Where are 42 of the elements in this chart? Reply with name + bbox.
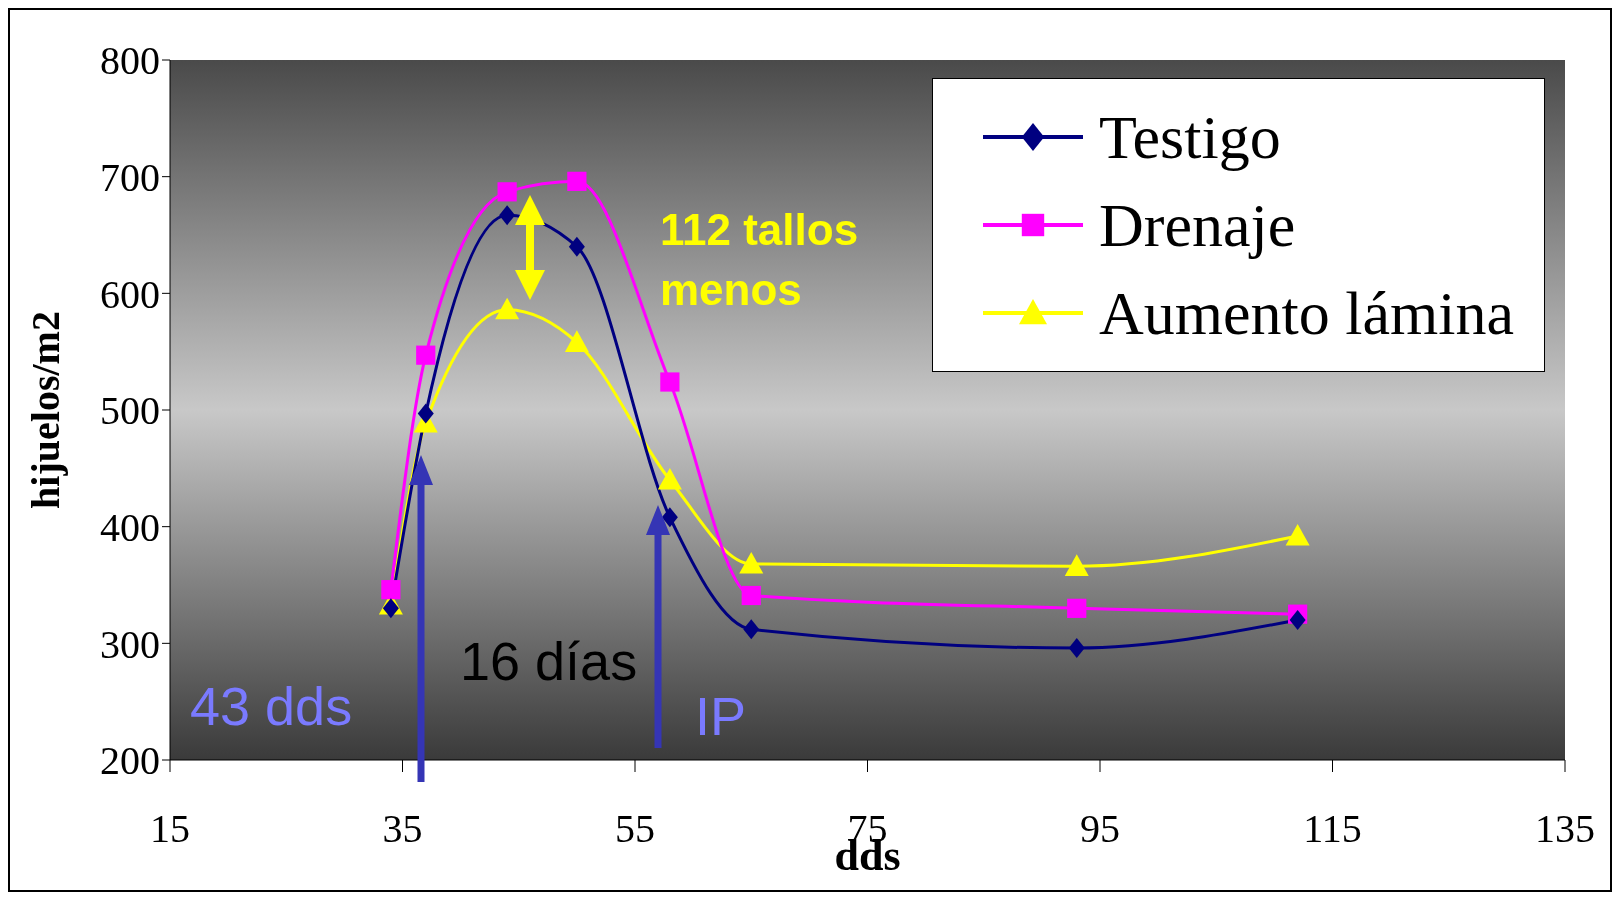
point — [739, 552, 764, 574]
x-tick-label: 55 — [615, 806, 655, 852]
x-tick-label: 95 — [1080, 806, 1120, 852]
x-tick-label: 15 — [150, 806, 190, 852]
point — [564, 330, 589, 352]
point — [1285, 524, 1310, 546]
y-tick-label: 700 — [100, 154, 160, 200]
annotation: 16 días — [460, 630, 638, 692]
point — [661, 507, 678, 528]
legend-label: Testigo — [1099, 101, 1281, 173]
point — [499, 205, 516, 226]
y-axis-title: hijuelos/m2 — [23, 311, 69, 509]
y-tick-label: 300 — [100, 621, 160, 667]
legend-label: Drenaje — [1099, 189, 1296, 261]
point — [1067, 598, 1087, 618]
point — [743, 619, 760, 640]
point — [381, 580, 401, 600]
annotation: IP — [695, 685, 747, 747]
point — [495, 297, 520, 320]
y-tick-label: 500 — [100, 388, 160, 434]
point — [417, 403, 434, 424]
point — [1064, 554, 1089, 576]
point — [382, 598, 399, 619]
point — [568, 236, 585, 257]
x-tick-label: 115 — [1303, 806, 1362, 852]
annotation: 43 dds — [190, 675, 353, 737]
x-tick-label: 35 — [382, 806, 423, 852]
point — [660, 372, 680, 392]
point — [741, 585, 761, 606]
y-tick-label: 200 — [100, 738, 160, 784]
point — [657, 468, 682, 490]
point — [497, 182, 517, 202]
point — [1068, 638, 1085, 658]
annotation: 112 tallos menos — [660, 204, 860, 316]
y-tick-label: 600 — [100, 271, 160, 317]
point — [1289, 610, 1306, 630]
y-tick-label: 400 — [100, 504, 160, 550]
point — [416, 345, 436, 365]
x-tick-label: 135 — [1535, 806, 1595, 852]
legend-label: Aumento lámina — [1099, 277, 1514, 349]
point — [567, 171, 587, 191]
y-tick-label: 800 — [100, 38, 160, 84]
